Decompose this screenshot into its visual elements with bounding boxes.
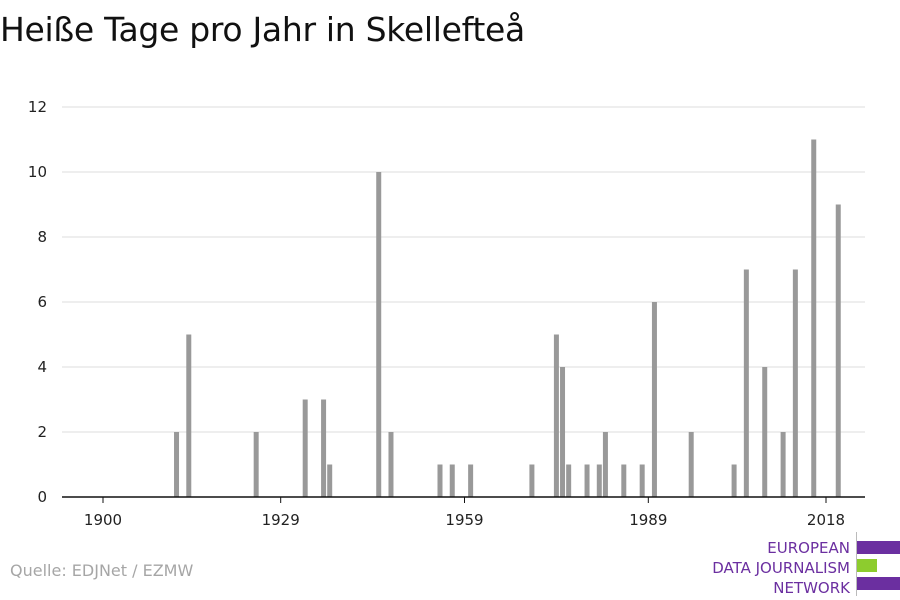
- source-note: Quelle: EDJNet / EZMW: [10, 561, 194, 580]
- logo-bar-2: [857, 559, 877, 572]
- y-tick-label: 8: [37, 228, 47, 246]
- bar: [811, 139, 817, 497]
- bar: [584, 464, 590, 497]
- bar: [639, 464, 645, 497]
- bar: [186, 334, 192, 497]
- bar: [621, 464, 627, 497]
- logo-rule: [856, 532, 857, 596]
- bar: [449, 464, 455, 497]
- bar: [743, 269, 749, 497]
- bar: [560, 367, 566, 497]
- bar: [792, 269, 798, 497]
- logo-bar-1: [857, 541, 900, 554]
- logo-line-1: EUROPEAN: [767, 539, 850, 557]
- bar: [688, 432, 694, 497]
- x-tick-label: 1959: [445, 511, 483, 529]
- bar: [553, 334, 559, 497]
- bar: [174, 432, 180, 497]
- bar: [321, 399, 327, 497]
- y-tick-label: 6: [37, 293, 47, 311]
- bar: [327, 464, 333, 497]
- x-tick-label: 2018: [807, 511, 845, 529]
- chart-title: Heiße Tage pro Jahr in Skellefteå: [0, 10, 525, 49]
- bar: [253, 432, 259, 497]
- y-tick-label: 2: [37, 423, 47, 441]
- bar: [651, 302, 657, 497]
- bar: [780, 432, 786, 497]
- logo-bar-3: [857, 577, 900, 590]
- x-tick-label: 1900: [84, 511, 122, 529]
- bar: [302, 399, 308, 497]
- bar: [468, 464, 474, 497]
- x-tick-label: 1989: [629, 511, 667, 529]
- bar: [566, 464, 572, 497]
- y-tick-label: 4: [37, 358, 47, 376]
- y-tick-label: 0: [37, 488, 47, 506]
- bar: [602, 432, 608, 497]
- bar: [596, 464, 602, 497]
- bar: [731, 464, 737, 497]
- logo-line-2: DATA JOURNALISM: [712, 559, 850, 577]
- x-tick-label: 1929: [262, 511, 300, 529]
- bar: [835, 204, 841, 497]
- y-tick-label: 12: [28, 98, 47, 116]
- bar: [529, 464, 535, 497]
- bar: [762, 367, 768, 497]
- logo-text: EUROPEAN DATA JOURNALISM NETWORK: [712, 538, 850, 598]
- bar: [437, 464, 443, 497]
- edjnet-logo: EUROPEAN DATA JOURNALISM NETWORK: [690, 532, 900, 598]
- bar: [388, 432, 394, 497]
- bar: [376, 172, 382, 497]
- logo-line-3: NETWORK: [773, 579, 850, 597]
- y-tick-label: 10: [28, 163, 47, 181]
